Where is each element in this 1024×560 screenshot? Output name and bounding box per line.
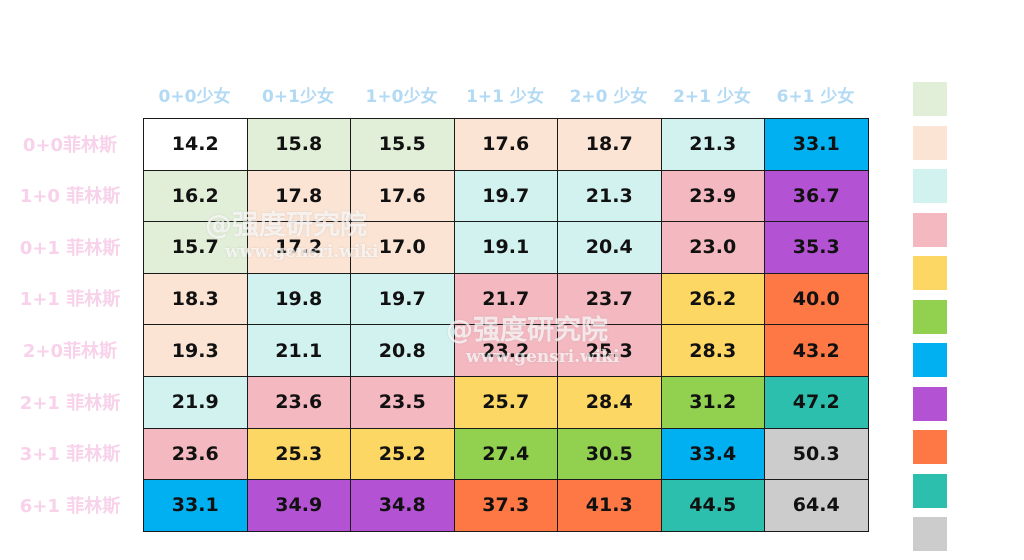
table-cell: 34.9 [246, 479, 351, 532]
column-header: 0+1少女 [262, 86, 334, 107]
table-cell: 20.4 [557, 221, 662, 274]
table-cell: 23.7 [557, 272, 662, 326]
row-header: 0+1 菲林斯 [19, 237, 121, 259]
table-cell: 23.5 [350, 376, 455, 429]
table-cell: 33.1 [143, 479, 248, 532]
table-cell: 25.7 [453, 376, 558, 429]
table-cell: 44.5 [660, 479, 765, 532]
table-cell: 20.8 [350, 324, 455, 377]
table-cell: 21.9 [143, 376, 248, 429]
legend-swatch [913, 517, 947, 551]
table-cell: 35.3 [764, 221, 869, 274]
table-cell: 25.3 [557, 324, 662, 377]
table-cell: 27.4 [453, 427, 558, 481]
row-header: 2+0菲林斯 [22, 340, 118, 362]
table-cell: 19.3 [143, 324, 248, 377]
table-cell: 34.8 [350, 479, 455, 532]
table-cell: 15.8 [246, 118, 351, 171]
table-cell: 14.2 [143, 118, 248, 171]
column-header: 2+1 少女 [673, 86, 751, 107]
table-cell: 17.0 [350, 221, 455, 274]
table-cell: 37.3 [453, 479, 558, 532]
legend-swatch [913, 343, 947, 377]
table-cell: 23.0 [660, 221, 765, 274]
table-cell: 19.7 [350, 272, 455, 326]
table-cell: 23.9 [660, 169, 765, 223]
table-cell: 17.2 [246, 221, 351, 274]
column-header: 1+1 少女 [466, 86, 544, 107]
legend-swatch [913, 386, 947, 421]
table-cell: 17.6 [453, 118, 558, 171]
table-cell: 33.4 [660, 427, 765, 481]
table-cell: 21.7 [453, 272, 558, 326]
table-cell: 23.6 [246, 376, 351, 429]
table-cell: 21.3 [660, 118, 765, 171]
row-header: 1+1 菲林斯 [19, 289, 121, 311]
column-header: 2+0 少女 [569, 86, 648, 107]
table-cell: 15.5 [350, 118, 455, 171]
legend-swatch [913, 82, 947, 116]
table-cell: 31.2 [660, 376, 765, 429]
table-cell: 23.2 [453, 324, 558, 377]
row-header: 2+1 菲林斯 [19, 392, 121, 414]
table-cell: 47.2 [764, 376, 869, 429]
legend-swatch [913, 430, 947, 464]
table-cell: 18.3 [143, 272, 248, 326]
column-header: 1+0少女 [365, 86, 438, 107]
table-cell: 28.4 [557, 376, 662, 429]
column-header: 0+0少女 [158, 86, 231, 107]
table-cell: 25.3 [246, 427, 351, 481]
table-cell: 16.2 [143, 169, 248, 223]
table-cell: 17.8 [246, 169, 351, 223]
table-cell: 17.6 [350, 169, 455, 223]
table-cell: 40.0 [764, 272, 869, 326]
row-header: 6+1 菲林斯 [19, 495, 121, 517]
table-cell: 43.2 [764, 324, 869, 377]
table-cell: 21.1 [246, 324, 351, 377]
table-cell: 28.3 [660, 324, 765, 377]
row-header: 1+0 菲林斯 [19, 186, 121, 208]
table-cell: 50.3 [764, 427, 869, 481]
table-cell: 19.8 [246, 272, 351, 326]
legend-swatch [913, 169, 947, 203]
table-cell: 33.1 [764, 118, 869, 171]
row-header: 3+1 菲林斯 [19, 444, 121, 466]
legend-swatch [913, 212, 947, 247]
table-cell: 18.7 [557, 118, 662, 171]
table-cell: 26.2 [660, 272, 765, 326]
legend-swatch [913, 125, 947, 160]
table-cell: 64.4 [764, 479, 869, 532]
table-cell: 36.7 [764, 169, 869, 223]
row-header: 0+0菲林斯 [22, 134, 118, 156]
column-header: 6+1 少女 [776, 86, 855, 107]
table-cell: 41.3 [557, 479, 662, 532]
table-cell: 30.5 [557, 427, 662, 481]
legend-swatch [913, 473, 947, 508]
table-cell: 25.2 [350, 427, 455, 481]
table-cell: 21.3 [557, 169, 662, 223]
table-cell: 23.6 [143, 427, 248, 481]
table-cell: 19.7 [453, 169, 558, 223]
legend-swatch [913, 256, 947, 290]
table-cell: 15.7 [143, 221, 248, 274]
legend-swatch [913, 299, 947, 334]
table-cell: 19.1 [453, 221, 558, 274]
